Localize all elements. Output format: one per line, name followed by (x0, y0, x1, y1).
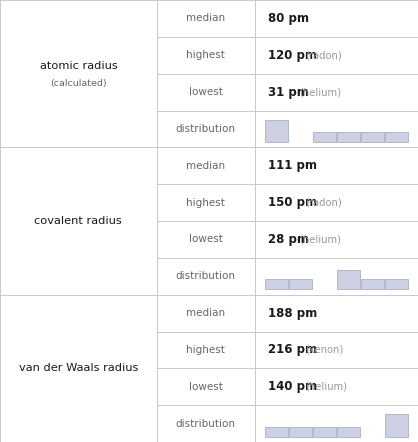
Text: 188 pm: 188 pm (268, 307, 317, 320)
Bar (313, 427, 336, 437)
Text: (radon): (radon) (305, 50, 342, 60)
Bar (385, 132, 408, 142)
Bar (265, 279, 288, 290)
Text: 120 pm: 120 pm (268, 49, 316, 62)
Text: 80 pm: 80 pm (268, 12, 308, 25)
Text: (radon): (radon) (305, 198, 342, 208)
Text: median: median (186, 161, 225, 171)
Bar (385, 414, 408, 437)
Text: 150 pm: 150 pm (268, 196, 317, 209)
Text: lowest: lowest (189, 87, 223, 97)
Text: highest: highest (186, 50, 225, 60)
Text: 216 pm: 216 pm (268, 343, 317, 356)
Text: median: median (186, 13, 225, 23)
Text: 28 pm: 28 pm (268, 233, 308, 246)
Text: covalent radius: covalent radius (35, 216, 122, 226)
Text: (xenon): (xenon) (305, 345, 343, 355)
Bar (337, 270, 360, 290)
Text: highest: highest (186, 198, 225, 208)
Text: highest: highest (186, 345, 225, 355)
Bar (289, 427, 312, 437)
Bar (265, 120, 288, 142)
Text: atomic radius: atomic radius (39, 61, 117, 71)
Bar (313, 132, 336, 142)
Bar (361, 132, 384, 142)
Bar (289, 279, 312, 290)
Bar (337, 427, 360, 437)
Text: (helium): (helium) (299, 87, 341, 97)
Bar (385, 279, 408, 290)
Text: distribution: distribution (176, 124, 236, 134)
Text: distribution: distribution (176, 271, 236, 281)
Text: (helium): (helium) (299, 234, 341, 244)
Bar (337, 132, 360, 142)
Text: 111 pm: 111 pm (268, 159, 316, 172)
Text: distribution: distribution (176, 419, 236, 429)
Text: 140 pm: 140 pm (268, 380, 317, 393)
Text: lowest: lowest (189, 234, 223, 244)
Text: median: median (186, 308, 225, 318)
Bar (361, 279, 384, 290)
Bar (265, 427, 288, 437)
Text: (calculated): (calculated) (50, 79, 107, 88)
Text: 31 pm: 31 pm (268, 86, 308, 99)
Text: van der Waals radius: van der Waals radius (19, 363, 138, 373)
Text: lowest: lowest (189, 382, 223, 392)
Text: (helium): (helium) (305, 382, 347, 392)
